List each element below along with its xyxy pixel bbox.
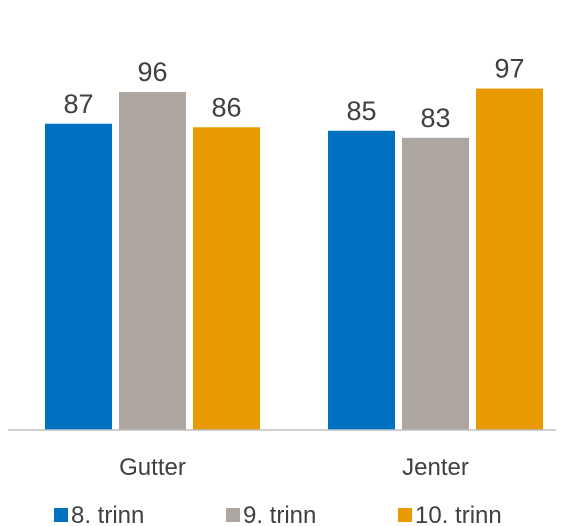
- data-label-jenter-10-trinn: 97: [494, 54, 524, 84]
- data-label-gutter-9-trinn: 96: [137, 57, 167, 87]
- data-label-jenter-8-trinn: 85: [346, 96, 376, 126]
- legend-label-8-trinn: 8. trinn: [71, 502, 144, 526]
- bar-jenter-9-trinn: [402, 137, 469, 430]
- data-labels-group: 87 96 86 85 83 97: [63, 54, 524, 133]
- legend-label-10-trinn: 10. trinn: [415, 502, 502, 526]
- legend: 8. trinn 9. trinn 10. trinn: [54, 502, 502, 526]
- bar-gutter-9-trinn: [119, 92, 186, 430]
- bar-jenter-10-trinn: [476, 88, 543, 430]
- bar-gutter-10-trinn: [193, 127, 260, 430]
- bar-gutter-8-trinn: [45, 123, 112, 430]
- bar-jenter-8-trinn: [328, 130, 395, 431]
- data-label-gutter-8-trinn: 87: [63, 89, 93, 119]
- category-label-gutter: Gutter: [119, 454, 186, 481]
- bars-group: [45, 88, 543, 431]
- category-label-jenter: Jenter: [402, 454, 469, 481]
- legend-swatch-10-trinn: [398, 508, 412, 522]
- data-label-gutter-10-trinn: 86: [211, 92, 241, 122]
- data-label-jenter-9-trinn: 83: [420, 103, 450, 133]
- legend-swatch-8-trinn: [54, 508, 68, 522]
- legend-swatch-9-trinn: [226, 508, 240, 522]
- legend-label-9-trinn: 9. trinn: [243, 502, 316, 526]
- category-labels-group: Gutter Jenter: [119, 454, 469, 481]
